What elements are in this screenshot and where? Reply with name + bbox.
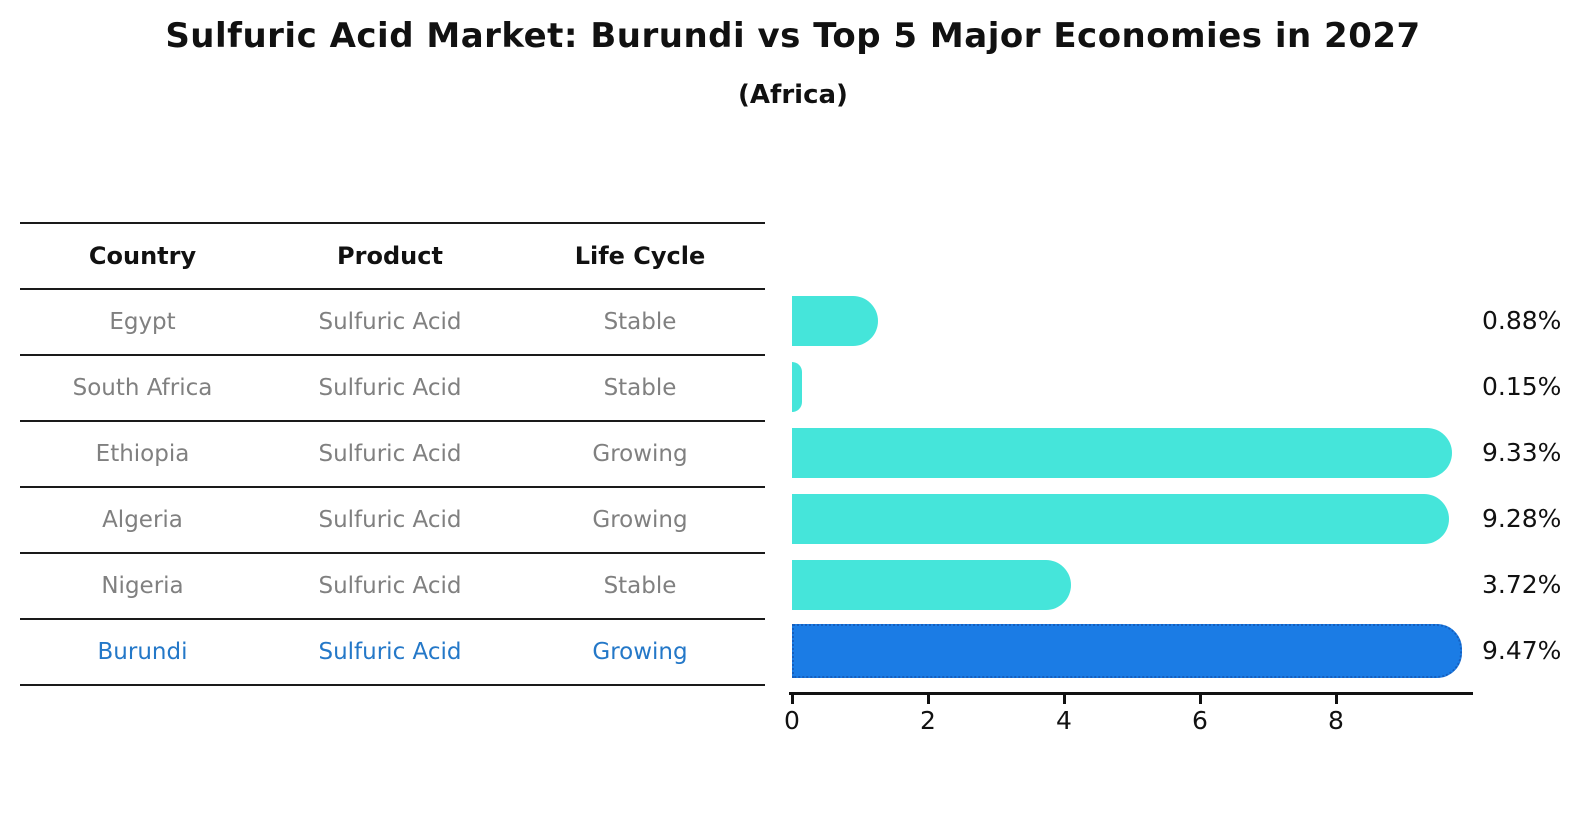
bar — [792, 428, 1452, 478]
country-table: Country Product Life Cycle Egypt Sulfuri… — [20, 222, 765, 686]
country-cell: Egypt — [109, 309, 176, 335]
country-cell: Algeria — [102, 507, 183, 533]
product-cell: Sulfuric Acid — [318, 639, 462, 665]
bar-value-label: 9.47% — [1482, 636, 1562, 665]
x-axis-tick — [1199, 695, 1202, 704]
x-axis-tick-label: 6 — [1192, 706, 1208, 735]
lifecycle-cell: Stable — [603, 573, 677, 599]
country-cell: South Africa — [72, 375, 213, 401]
bar — [792, 624, 1462, 678]
x-axis-tick — [791, 695, 794, 704]
lifecycle-cell: Growing — [592, 639, 688, 665]
table-body: Egypt Sulfuric Acid Stable South Africa … — [20, 290, 765, 686]
country-cell: Burundi — [97, 639, 188, 665]
table-row: South Africa Sulfuric Acid Stable — [20, 356, 765, 422]
bar-value-label: 3.72% — [1482, 570, 1562, 599]
column-header-product: Product — [337, 242, 443, 270]
table-row: Algeria Sulfuric Acid Growing — [20, 488, 765, 554]
bar-plot — [792, 288, 1472, 683]
x-axis-line — [789, 692, 1473, 695]
lifecycle-cell: Growing — [592, 441, 688, 467]
x-axis-tick — [1335, 695, 1338, 704]
column-header-lifecycle: Life Cycle — [574, 242, 706, 270]
table-row: Egypt Sulfuric Acid Stable — [20, 290, 765, 356]
x-axis-tick-label: 0 — [784, 706, 800, 735]
bar — [792, 494, 1449, 544]
table-row: Burundi Sulfuric Acid Growing — [20, 620, 765, 686]
country-cell: Nigeria — [101, 573, 184, 599]
x-axis-tick-label: 8 — [1328, 706, 1344, 735]
x-axis-tick-label: 4 — [1056, 706, 1072, 735]
bar-value-label: 0.15% — [1482, 372, 1562, 401]
lifecycle-cell: Stable — [603, 375, 677, 401]
bar-value-label: 9.33% — [1482, 438, 1562, 467]
x-axis-tick — [927, 695, 930, 704]
table-row: Ethiopia Sulfuric Acid Growing — [20, 422, 765, 488]
x-axis-tick-label: 2 — [920, 706, 936, 735]
country-cell: Ethiopia — [95, 441, 190, 467]
table-header-row: Country Product Life Cycle — [20, 224, 765, 290]
column-header-country: Country — [88, 242, 197, 270]
bar-value-label: 9.28% — [1482, 504, 1562, 533]
lifecycle-cell: Stable — [603, 309, 677, 335]
bar — [792, 362, 802, 412]
x-axis-tick — [1063, 695, 1066, 704]
chart-title: Sulfuric Acid Market: Burundi vs Top 5 M… — [165, 16, 1421, 56]
bar — [792, 560, 1071, 610]
bar — [792, 296, 878, 346]
product-cell: Sulfuric Acid — [318, 309, 462, 335]
chart-subtitle: (Africa) — [738, 80, 848, 110]
product-cell: Sulfuric Acid — [318, 573, 462, 599]
lifecycle-cell: Growing — [592, 507, 688, 533]
bar-value-label: 0.88% — [1482, 306, 1562, 335]
table-row: Nigeria Sulfuric Acid Stable — [20, 554, 765, 620]
product-cell: Sulfuric Acid — [318, 375, 462, 401]
product-cell: Sulfuric Acid — [318, 441, 462, 467]
product-cell: Sulfuric Acid — [318, 507, 462, 533]
